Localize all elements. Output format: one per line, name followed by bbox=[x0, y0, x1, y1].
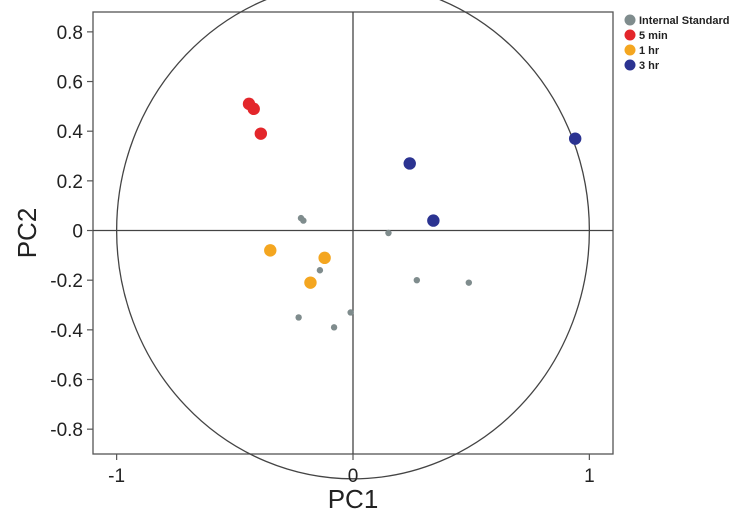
y-tick-label: 0.6 bbox=[57, 73, 83, 94]
data-point-internal-standard bbox=[316, 267, 324, 274]
data-point-3-hr bbox=[568, 132, 582, 145]
y-tick-label: -0.8 bbox=[50, 420, 83, 441]
data-point-3-hr bbox=[403, 157, 416, 170]
legend-label: 5 min bbox=[639, 30, 668, 42]
legend-label: 1 hr bbox=[639, 45, 660, 57]
data-point-5-min bbox=[254, 127, 268, 140]
data-point-1-hr bbox=[304, 276, 317, 289]
y-axis-title: PC2 bbox=[12, 208, 42, 259]
y-tick-label: 0.8 bbox=[57, 23, 83, 44]
legend-marker bbox=[624, 44, 636, 56]
legend-label: Internal Standard bbox=[639, 15, 729, 27]
data-point-internal-standard bbox=[300, 217, 307, 224]
x-axis-title: PC1 bbox=[328, 484, 379, 514]
y-tick-label: -0.2 bbox=[50, 271, 83, 292]
y-tick-label: -0.4 bbox=[50, 321, 83, 342]
legend: Internal Standard 5 min 1 hr 3 hr bbox=[624, 14, 729, 72]
y-tick-label: -0.6 bbox=[50, 371, 83, 392]
data-point-1-hr bbox=[318, 251, 331, 265]
x-tick-label: 0 bbox=[348, 466, 359, 487]
data-point-internal-standard bbox=[465, 279, 473, 286]
legend-label: 3 hr bbox=[639, 60, 660, 72]
point-layer bbox=[242, 97, 582, 331]
reference-layer bbox=[93, 0, 613, 480]
y-tick-label: 0.4 bbox=[57, 122, 84, 143]
legend-marker bbox=[624, 14, 636, 26]
tick-layer: 0.8 0.6 0.4 0.2 0 -0.2 -0.4 -0.6 -0.8 -1 0 1 bbox=[50, 23, 594, 487]
data-point-internal-standard bbox=[347, 309, 354, 316]
data-point-internal-standard bbox=[385, 229, 392, 237]
legend-marker bbox=[624, 59, 636, 71]
x-tick-label: -1 bbox=[108, 466, 125, 487]
data-point-internal-standard bbox=[295, 314, 302, 321]
legend-marker bbox=[624, 29, 636, 41]
y-tick-label: 0.2 bbox=[57, 172, 83, 193]
data-point-3-hr bbox=[427, 214, 440, 227]
data-point-5-min bbox=[247, 102, 260, 116]
x-tick-label: 1 bbox=[584, 466, 595, 487]
data-point-1-hr bbox=[264, 244, 277, 257]
data-point-internal-standard bbox=[413, 276, 421, 284]
data-point-internal-standard bbox=[330, 324, 338, 331]
y-tick-label: 0 bbox=[72, 222, 83, 243]
